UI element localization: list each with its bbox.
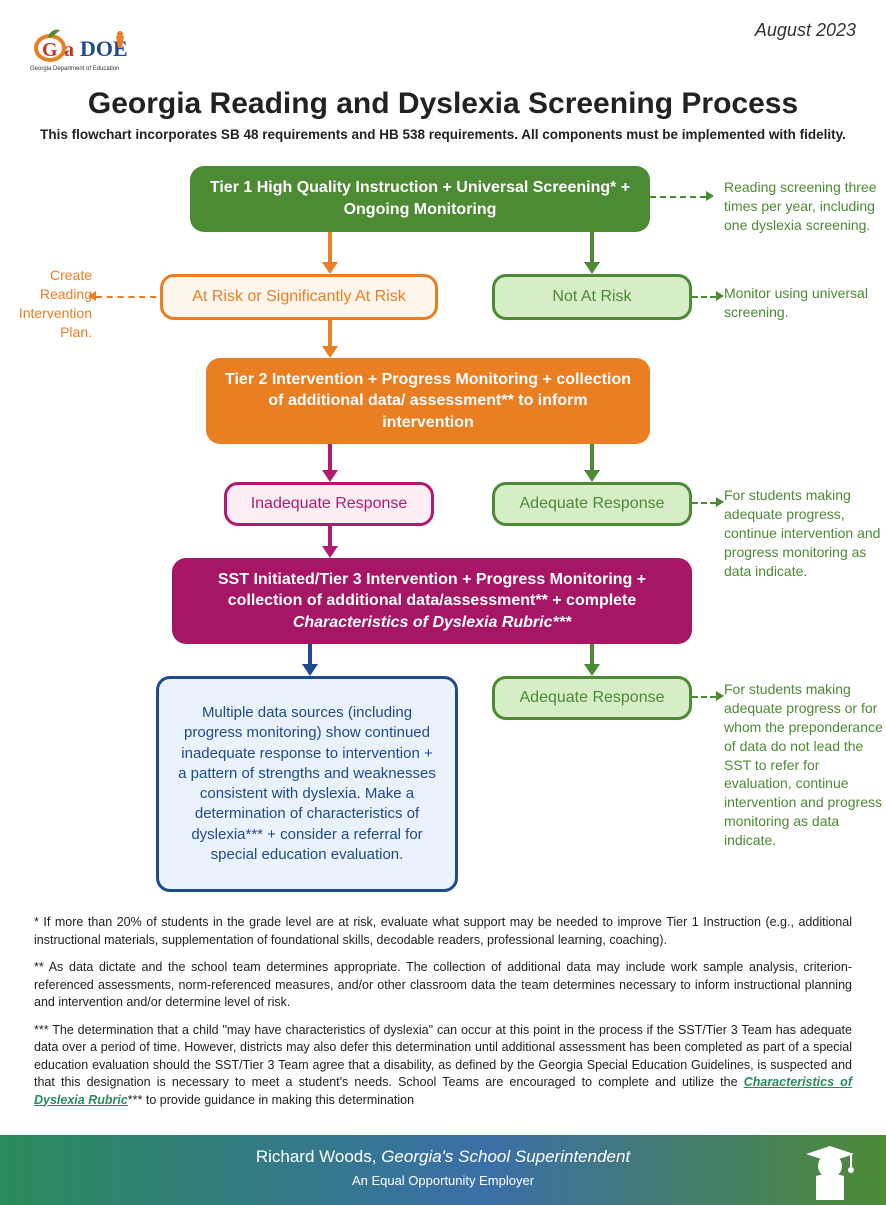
footnote-2: ** As data dictate and the school team d… — [34, 959, 852, 1012]
arrow — [328, 232, 332, 266]
dash — [96, 296, 156, 298]
arrow-head — [322, 346, 338, 358]
note-adequate-2: For students making adequate progress or… — [724, 680, 886, 850]
node-adequate-1: Adequate Response — [492, 482, 692, 526]
note-plan: Create Reading Intervention Plan. — [2, 266, 92, 342]
footer-superintendent: Richard Woods, Georgia's School Superint… — [0, 1147, 886, 1167]
arrow-head — [584, 470, 600, 482]
footnote-3: *** The determination that a child "may … — [34, 1022, 852, 1110]
arrow-head — [302, 664, 318, 676]
dash-head — [716, 691, 724, 701]
svg-text:a: a — [64, 39, 74, 61]
dash — [650, 196, 706, 198]
node-inadequate: Inadequate Response — [224, 482, 434, 526]
footer-title: Georgia's School Superintendent — [381, 1147, 630, 1166]
node-tier3-text: SST Initiated/Tier 3 Intervention + Prog… — [190, 569, 674, 634]
node-tier3: SST Initiated/Tier 3 Intervention + Prog… — [172, 558, 692, 644]
node-tier1: Tier 1 High Quality Instruction + Univer… — [190, 166, 650, 232]
note-screening: Reading screening three times per year, … — [724, 178, 884, 235]
node-final: Multiple data sources (including progres… — [156, 676, 458, 892]
date: August 2023 — [755, 20, 856, 41]
svg-text:G: G — [42, 39, 58, 61]
gadoe-logo: G a DOE Georgia Department of Education — [30, 20, 140, 79]
footnote-1: * If more than 20% of students in the gr… — [34, 914, 852, 949]
arrow — [590, 232, 594, 266]
node-adequate-2: Adequate Response — [492, 676, 692, 720]
page-subtitle: This flowchart incorporates SB 48 requir… — [30, 127, 856, 142]
footnote-3-post: *** to provide guidance in making this d… — [128, 1093, 414, 1107]
svg-text:Georgia Department of Educatio: Georgia Department of Education — [30, 66, 119, 72]
node-at-risk: At Risk or Significantly At Risk — [160, 274, 438, 320]
graduate-icon — [786, 1136, 866, 1205]
arrow-head — [322, 262, 338, 274]
dash-head — [716, 291, 724, 301]
note-monitor: Monitor using universal screening. — [724, 284, 884, 322]
footnotes: * If more than 20% of students in the gr… — [30, 906, 856, 1135]
flowchart: Tier 1 High Quality Instruction + Univer… — [30, 166, 856, 906]
dash — [692, 696, 716, 698]
arrow-head — [584, 664, 600, 676]
node-tier2: Tier 2 Intervention + Progress Monitorin… — [206, 358, 650, 444]
note-adequate-1: For students making adequate progress, c… — [724, 486, 884, 580]
page-title: Georgia Reading and Dyslexia Screening P… — [30, 87, 856, 121]
dash — [692, 296, 716, 298]
dash-head — [716, 497, 724, 507]
footer-name: Richard Woods, — [256, 1147, 377, 1166]
dash — [692, 502, 716, 504]
node-not-at-risk: Not At Risk — [492, 274, 692, 320]
header: G a DOE Georgia Department of Education … — [30, 20, 856, 79]
arrow-head — [584, 262, 600, 274]
dash-head — [706, 191, 714, 201]
footer: Richard Woods, Georgia's School Superint… — [0, 1135, 886, 1205]
footer-eeo: An Equal Opportunity Employer — [0, 1173, 886, 1188]
arrow-head — [322, 470, 338, 482]
arrow-head — [322, 546, 338, 558]
footnote-3-pre: *** The determination that a child "may … — [34, 1023, 852, 1090]
